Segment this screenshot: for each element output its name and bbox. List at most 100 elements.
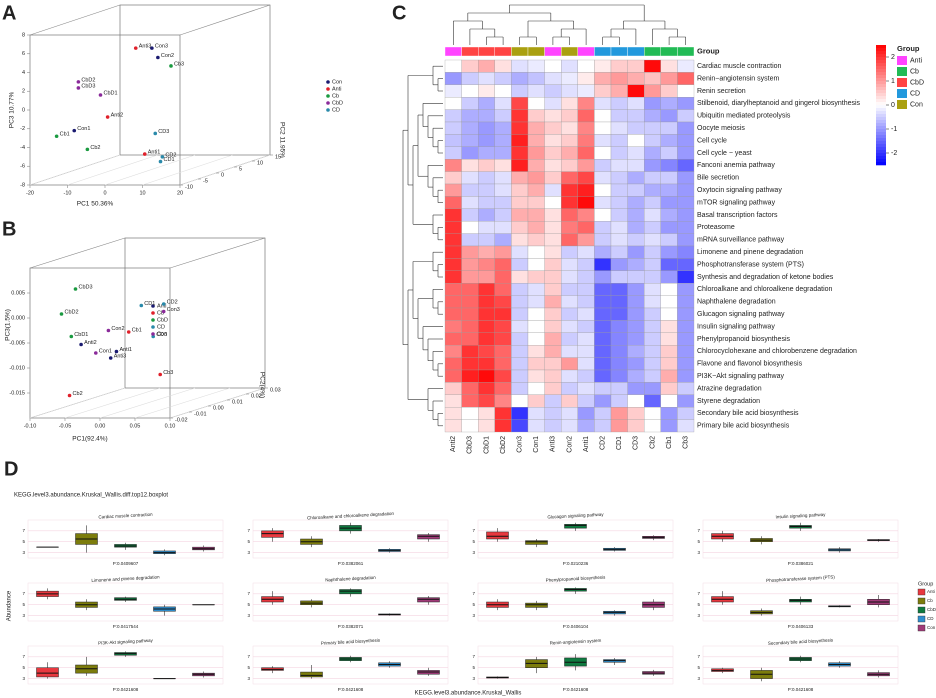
colorbar-step: [876, 87, 886, 91]
heat-cell: [494, 307, 512, 321]
legend-marker: [326, 87, 330, 91]
heat-cell: [594, 332, 612, 346]
heat-cell: [627, 320, 645, 333]
heat-cell: [494, 159, 512, 172]
floor-grid: [29, 387, 126, 419]
heat-cell: [610, 245, 628, 259]
point: [79, 342, 83, 347]
heat-cell: [610, 196, 628, 209]
floor-grid: [134, 387, 231, 419]
group-bar-cell: [627, 46, 645, 57]
heat-cell: [677, 171, 695, 185]
heat-cell: [544, 345, 562, 358]
heat-cell: [677, 307, 695, 321]
heat-cell: [494, 357, 512, 371]
heat-cell: [594, 72, 612, 85]
y-tick-label: 5: [22, 539, 25, 544]
group-bar-cell: [478, 46, 496, 57]
y-tick-label: -6: [20, 164, 25, 170]
colorbar-step: [876, 141, 886, 145]
heat-cell: [544, 97, 562, 110]
heat-cell: [461, 245, 479, 259]
heat-cell: [511, 407, 529, 420]
heat-cell: [644, 97, 661, 110]
point: [76, 86, 81, 90]
z-tick-label: 10: [257, 160, 263, 166]
heat-cell: [444, 171, 462, 185]
point-label: Con1: [77, 126, 90, 132]
legend-label: Cb: [332, 93, 339, 99]
point: [161, 302, 166, 306]
z-tick-label: 0.00: [213, 405, 224, 411]
p-value: P:0.0421608: [113, 687, 139, 692]
legend-marker: [151, 311, 155, 315]
z-tick-label: 15: [275, 154, 281, 160]
heat-cell: [461, 419, 479, 433]
heat-cell: [478, 208, 495, 222]
heat-cell: [461, 407, 479, 420]
box-edge: [29, 4, 121, 36]
heat-cell: [544, 59, 562, 73]
row-label: Phenylpropanoid biosynthesis: [697, 336, 791, 343]
heat-cell: [610, 270, 628, 284]
heat-cell: [461, 270, 479, 284]
colorbar-step: [876, 72, 886, 76]
heat-cell: [561, 146, 578, 160]
heat-cell: [660, 394, 678, 408]
colorbar-step: [876, 99, 886, 103]
heat-cell: [544, 283, 562, 296]
heat-cell: [494, 295, 512, 309]
heat-cell: [594, 357, 612, 371]
p-value: P:0.0409607: [113, 561, 139, 566]
p-value: P:0.0382071: [338, 624, 364, 629]
legend-label: CbD: [910, 79, 924, 86]
heat-cell: [627, 332, 645, 346]
row-label: Cardiac muscle contraction: [697, 63, 782, 70]
column-label: Con2: [566, 436, 573, 453]
heat-cell: [660, 159, 678, 172]
heat-cell: [677, 72, 695, 85]
floor-grid: [169, 387, 266, 419]
heat-cell: [610, 221, 628, 234]
x-axis-title: PC1 50.36%: [77, 201, 114, 208]
heat-cell: [461, 159, 479, 172]
row-label: Phosphotransferase system (PTS): [697, 261, 804, 268]
heat-cell: [544, 295, 562, 309]
heat-cell: [660, 332, 678, 346]
point-label: Con3: [167, 307, 180, 313]
colorbar-step: [876, 81, 886, 85]
colorbar-step: [876, 156, 886, 160]
z-axis-title: PC2 11.95%: [278, 122, 285, 158]
row-label: Limonene and pinene degradation: [697, 249, 803, 256]
point-label: CD1: [144, 301, 155, 307]
row-label: Proteasome: [697, 224, 735, 231]
heat-cell: [660, 171, 678, 185]
heat-cell: [677, 345, 695, 358]
heat-cell: [594, 121, 612, 135]
point-label: CD3: [158, 129, 169, 135]
x-axis-title: PC1(92.4%): [72, 436, 107, 443]
y-tick-label: 7: [472, 654, 475, 659]
heat-cell: [561, 72, 578, 85]
colorbar-step: [876, 153, 886, 157]
heat-cell: [461, 307, 479, 321]
heat-cell: [577, 345, 595, 358]
point-label: Con3: [155, 44, 168, 50]
heat-cell: [660, 307, 678, 321]
heat-cell: [444, 146, 462, 160]
heat-cell: [627, 134, 645, 147]
y-tick-label: 3: [697, 550, 700, 555]
legend-swatch: [897, 67, 907, 76]
subplot-title: Phosphotransferase system (PTS): [766, 574, 835, 583]
box-edge: [169, 237, 266, 269]
legend-label: CD: [332, 107, 340, 113]
point: [54, 134, 59, 139]
box-edge: [29, 237, 126, 269]
heat-cell: [494, 245, 512, 259]
legend-swatch: [897, 78, 907, 87]
heat-cell: [627, 419, 645, 433]
heat-cell: [444, 245, 462, 259]
heat-cell: [594, 109, 612, 123]
column-label: Cb3: [683, 436, 690, 449]
heat-cell: [527, 146, 545, 160]
